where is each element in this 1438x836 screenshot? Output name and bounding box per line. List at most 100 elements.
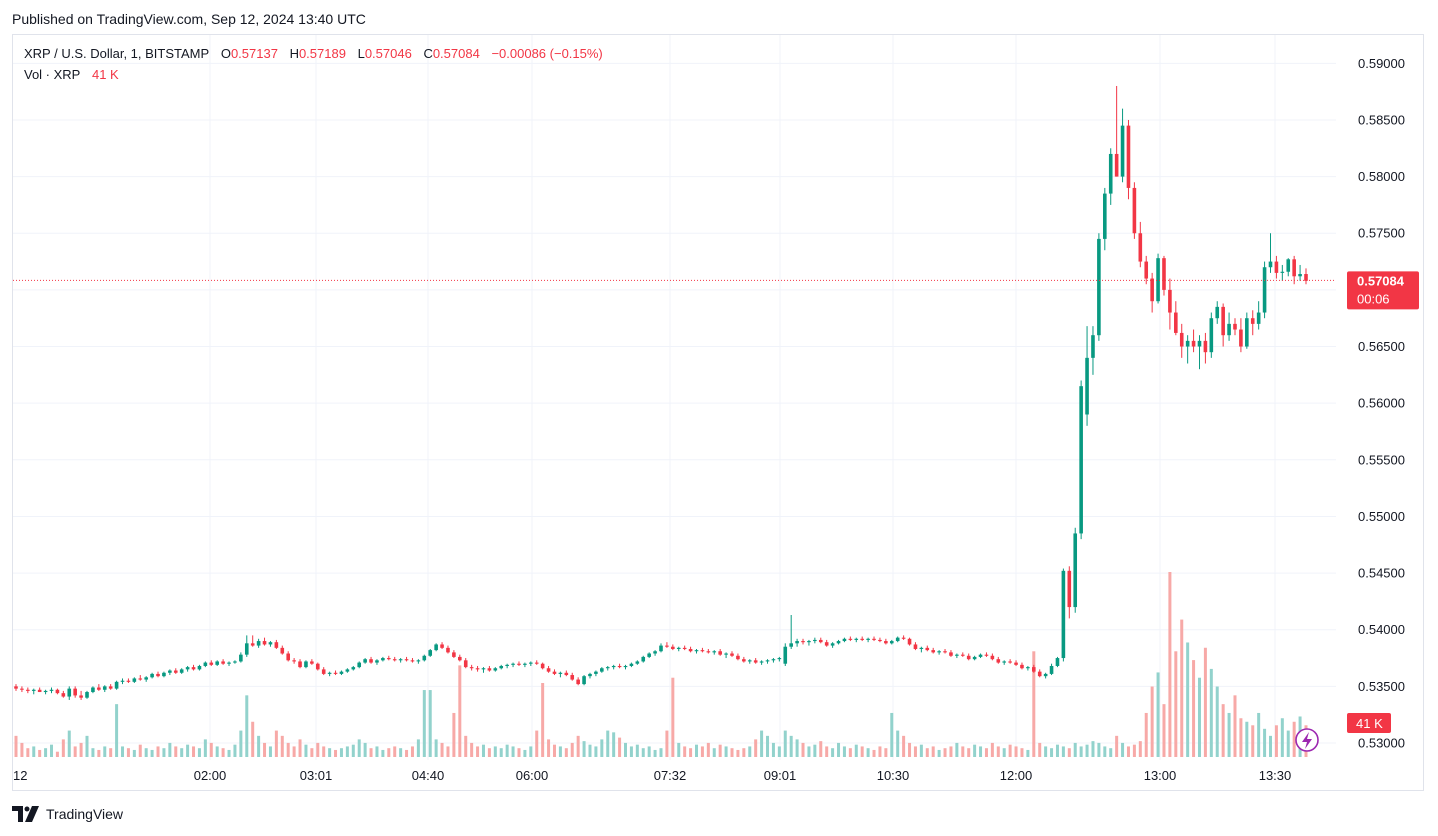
candle[interactable] xyxy=(712,651,717,653)
candle[interactable] xyxy=(759,661,764,663)
candle[interactable] xyxy=(304,661,308,668)
candle[interactable] xyxy=(114,681,119,689)
candle[interactable] xyxy=(434,644,438,651)
candle[interactable] xyxy=(256,641,261,646)
candle[interactable] xyxy=(552,671,557,674)
candle[interactable] xyxy=(813,639,817,642)
candle[interactable] xyxy=(475,668,480,670)
candle[interactable] xyxy=(1292,259,1296,277)
candle[interactable] xyxy=(913,644,918,649)
candle[interactable] xyxy=(694,650,699,652)
candle[interactable] xyxy=(108,686,113,689)
candle[interactable] xyxy=(209,662,214,665)
candle[interactable] xyxy=(1239,329,1243,347)
footer-brand[interactable]: TradingView xyxy=(46,806,124,822)
candle[interactable] xyxy=(854,638,859,640)
candle[interactable] xyxy=(576,679,580,685)
candle[interactable] xyxy=(381,658,385,661)
candle[interactable] xyxy=(925,647,930,651)
candle[interactable] xyxy=(742,659,746,662)
candle[interactable] xyxy=(830,643,835,646)
candle[interactable] xyxy=(866,638,870,640)
candle[interactable] xyxy=(730,653,734,656)
candle[interactable] xyxy=(1227,323,1231,336)
chart-frame[interactable] xyxy=(12,34,1424,791)
candle[interactable] xyxy=(1031,667,1036,672)
candle[interactable] xyxy=(392,659,397,661)
candle[interactable] xyxy=(191,667,196,670)
candle[interactable] xyxy=(49,689,54,691)
candle[interactable] xyxy=(274,642,279,648)
candle[interactable] xyxy=(179,669,184,673)
candle[interactable] xyxy=(990,655,995,660)
candle[interactable] xyxy=(884,641,888,644)
candle[interactable] xyxy=(1286,259,1291,272)
candle[interactable] xyxy=(724,653,728,655)
volume-label[interactable]: Vol · XRP xyxy=(24,67,81,82)
candle[interactable] xyxy=(31,689,36,691)
candle[interactable] xyxy=(736,655,740,660)
candle[interactable] xyxy=(842,638,847,642)
candle[interactable] xyxy=(144,677,148,680)
candle[interactable] xyxy=(996,659,1001,663)
candle[interactable] xyxy=(85,692,89,698)
candle[interactable] xyxy=(588,673,592,677)
candle[interactable] xyxy=(26,689,30,691)
candle[interactable] xyxy=(1002,661,1007,663)
symbol-name[interactable]: XRP / U.S. Dollar, 1, BITSTAMP xyxy=(24,46,210,61)
candle[interactable] xyxy=(907,638,912,645)
candle[interactable] xyxy=(1103,193,1107,239)
candle[interactable] xyxy=(582,676,586,685)
candle[interactable] xyxy=(1108,153,1113,194)
candle[interactable] xyxy=(1304,274,1308,281)
candle[interactable] xyxy=(422,655,427,661)
candle[interactable] xyxy=(1020,664,1024,669)
candle[interactable] xyxy=(239,654,243,662)
candle[interactable] xyxy=(440,644,444,648)
candle[interactable] xyxy=(966,655,971,660)
candle[interactable] xyxy=(292,660,296,662)
candle[interactable] xyxy=(221,661,225,664)
candle[interactable] xyxy=(1156,258,1160,302)
candle[interactable] xyxy=(493,668,498,671)
candle[interactable] xyxy=(1209,318,1214,353)
candle[interactable] xyxy=(1091,335,1095,358)
candle[interactable] xyxy=(901,637,906,639)
candle[interactable] xyxy=(463,660,468,668)
candle[interactable] xyxy=(1061,570,1066,659)
candle[interactable] xyxy=(671,646,675,649)
candle[interactable] xyxy=(1179,332,1184,347)
candle[interactable] xyxy=(611,665,616,668)
candle[interactable] xyxy=(1268,261,1273,268)
candle[interactable] xyxy=(540,663,545,669)
candle[interactable] xyxy=(570,675,575,680)
candle[interactable] xyxy=(126,680,131,682)
candle[interactable] xyxy=(564,672,569,676)
candle[interactable] xyxy=(410,660,415,662)
candle[interactable] xyxy=(1174,312,1178,333)
candle[interactable] xyxy=(943,651,947,653)
candle[interactable] xyxy=(1256,312,1261,324)
candle[interactable] xyxy=(1215,306,1220,319)
candle[interactable] xyxy=(960,654,965,656)
candle[interactable] xyxy=(55,689,60,694)
candle[interactable] xyxy=(1026,667,1030,669)
candle[interactable] xyxy=(771,659,776,661)
candle[interactable] xyxy=(635,661,640,664)
candle[interactable] xyxy=(1132,187,1137,234)
candle[interactable] xyxy=(333,672,338,674)
candle[interactable] xyxy=(416,660,421,662)
candle[interactable] xyxy=(1150,278,1154,302)
candle[interactable] xyxy=(345,669,350,672)
candle[interactable] xyxy=(404,659,409,661)
candle[interactable] xyxy=(972,656,977,660)
candle[interactable] xyxy=(1085,357,1089,415)
candle[interactable] xyxy=(386,658,391,660)
candle[interactable] xyxy=(1043,673,1048,677)
candle[interactable] xyxy=(1120,125,1125,177)
candle[interactable] xyxy=(215,661,219,665)
candle[interactable] xyxy=(469,667,474,669)
candle[interactable] xyxy=(1185,340,1190,347)
candle[interactable] xyxy=(20,688,24,690)
candle[interactable] xyxy=(1168,289,1172,313)
